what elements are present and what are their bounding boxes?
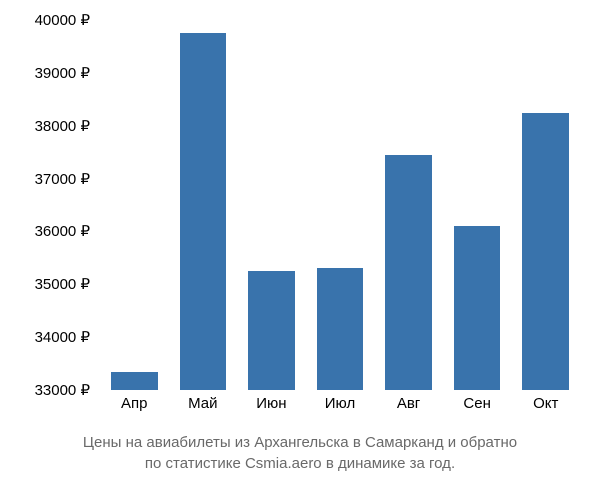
x-tick-label: Июн — [256, 395, 286, 412]
y-tick-label: 38000 ₽ — [35, 117, 90, 135]
bar — [111, 372, 158, 391]
bar — [522, 113, 569, 391]
caption-line-1: Цены на авиабилеты из Архангельска в Сам… — [83, 434, 517, 451]
y-tick-label: 40000 ₽ — [35, 11, 90, 29]
x-axis: Апр Май Июн Июл Авг Сен Окт — [100, 395, 580, 420]
y-tick-label: 37000 ₽ — [35, 170, 90, 188]
plot-area — [100, 20, 580, 390]
bar — [180, 33, 227, 390]
caption-line-2: по статистике Csmia.aero в динамике за г… — [145, 455, 455, 472]
x-tick-label: Апр — [121, 395, 147, 412]
y-axis: 33000 ₽34000 ₽35000 ₽36000 ₽37000 ₽38000… — [0, 20, 95, 390]
chart-caption: Цены на авиабилеты из Архангельска в Сам… — [0, 432, 600, 474]
y-tick-label: 36000 ₽ — [35, 222, 90, 240]
x-tick-label: Сен — [463, 395, 490, 412]
y-tick-label: 39000 ₽ — [35, 64, 90, 82]
x-tick-label: Июл — [325, 395, 355, 412]
bar — [248, 271, 295, 390]
x-tick-label: Окт — [533, 395, 558, 412]
bar — [385, 155, 432, 390]
x-tick-label: Авг — [397, 395, 420, 412]
bar — [317, 268, 364, 390]
y-tick-label: 33000 ₽ — [35, 381, 90, 399]
x-tick-label: Май — [188, 395, 217, 412]
bar — [454, 226, 501, 390]
y-tick-label: 34000 ₽ — [35, 328, 90, 346]
y-tick-label: 35000 ₽ — [35, 275, 90, 293]
price-chart: 33000 ₽ 34000 ₽ 35000 ₽ 36000 ₽ 37000 ₽ 38000… — [0, 0, 600, 500]
